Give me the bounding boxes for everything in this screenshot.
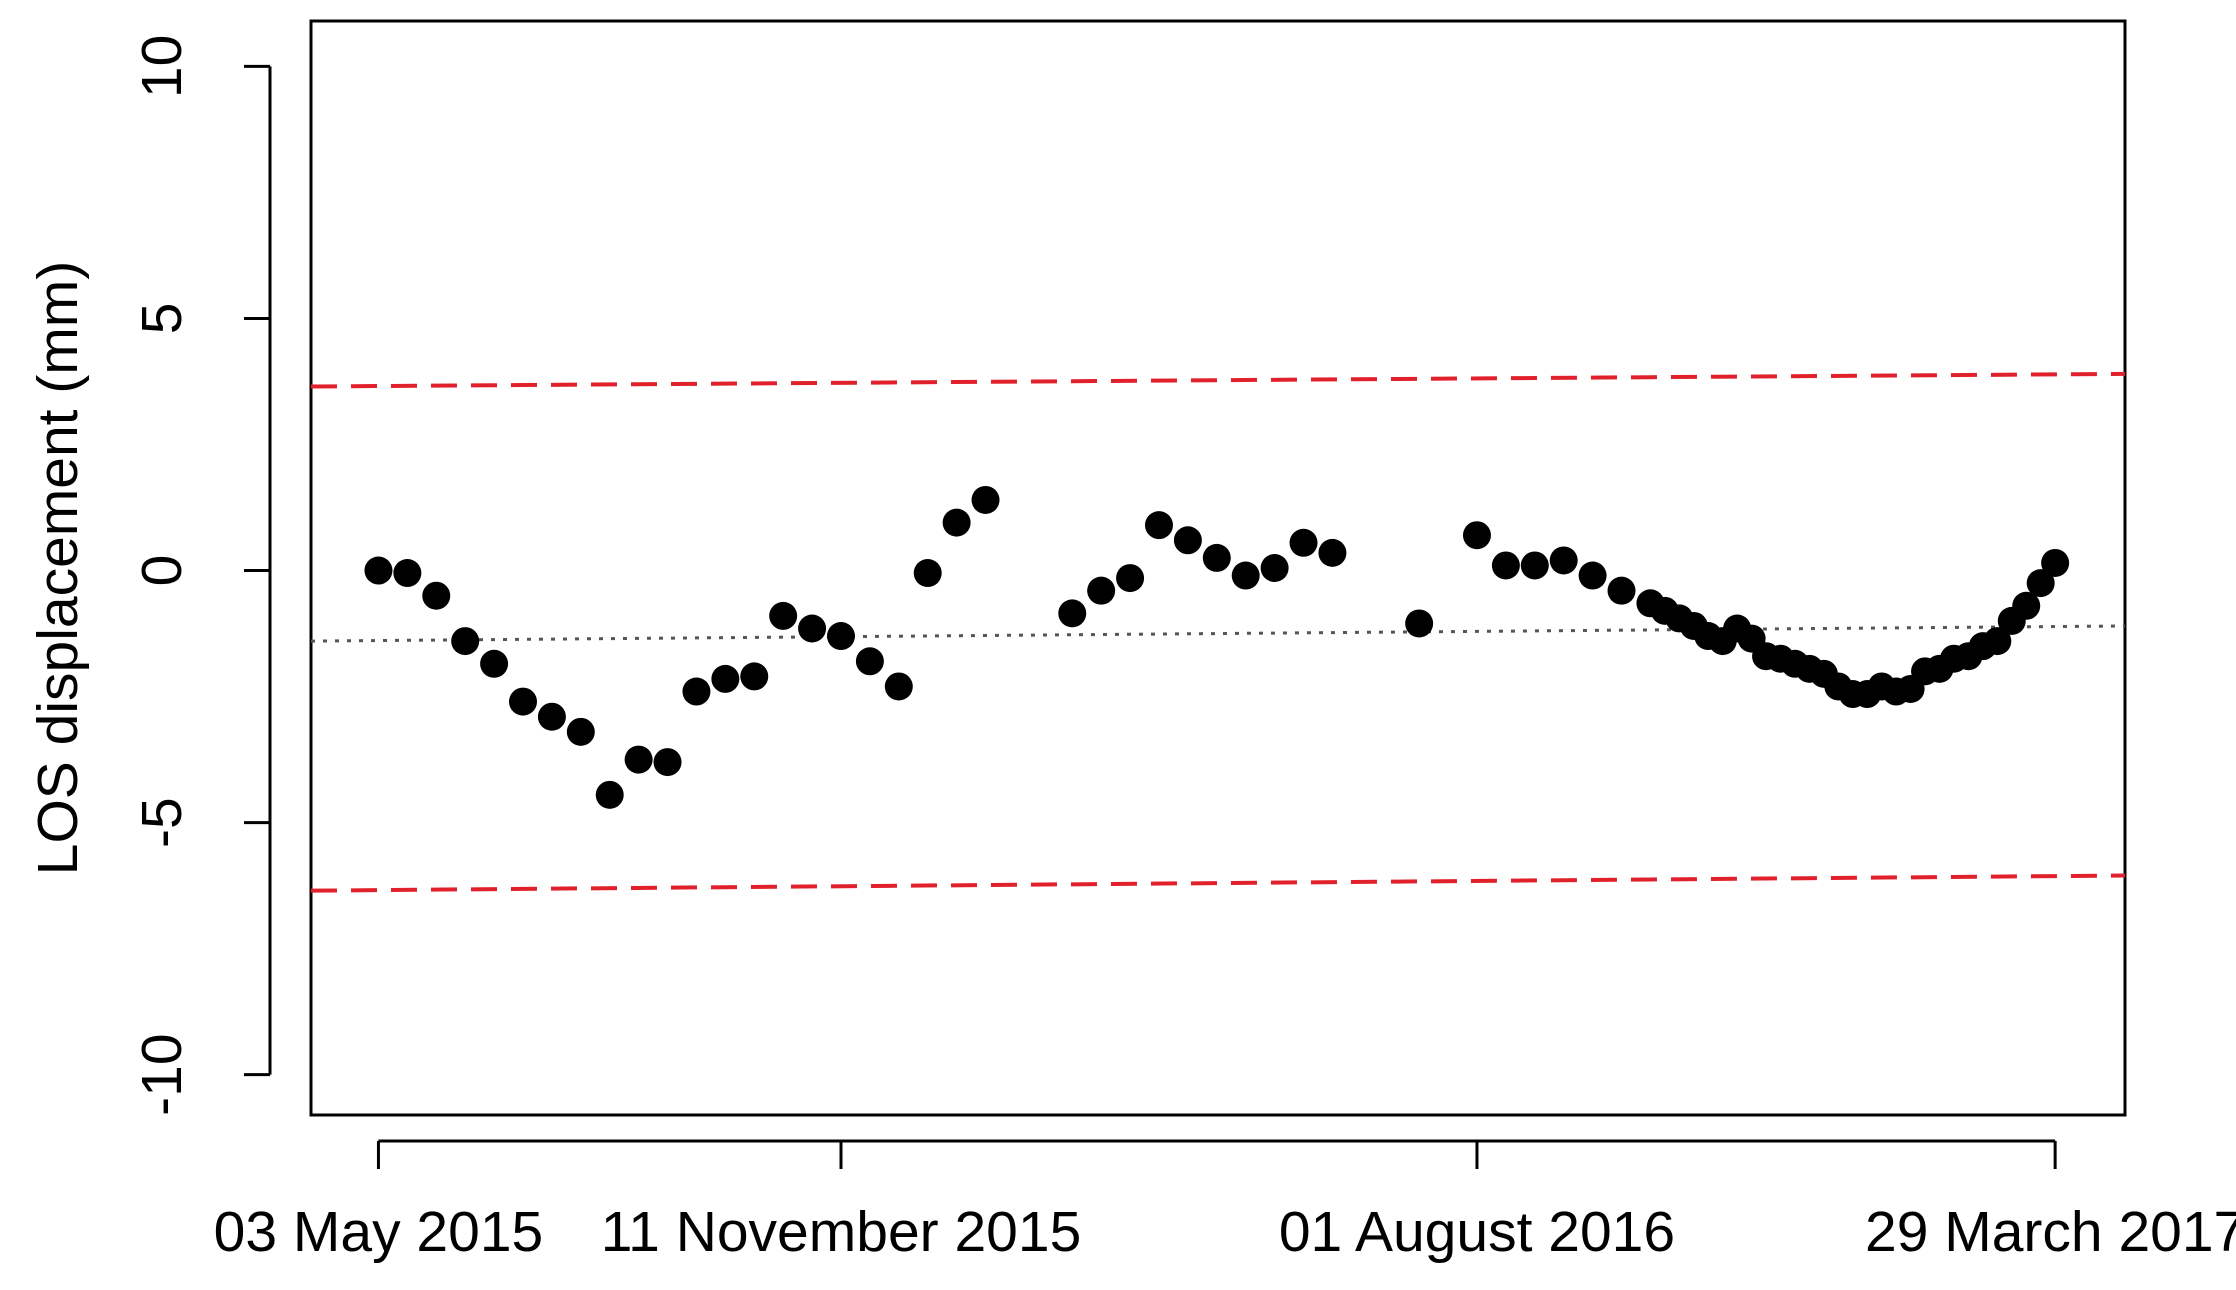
data-point [740,662,769,691]
data-point [537,702,566,731]
data-point [1462,521,1491,550]
data-point [682,677,711,706]
y-tick-label: 5 [130,303,194,335]
data-point [364,556,393,585]
y-tick-label: -10 [130,1033,194,1115]
data-point [1231,561,1260,590]
data-point [1607,576,1636,605]
data-point [566,717,595,746]
data-point [653,748,682,777]
x-tick-label: 03 May 2015 [214,1200,544,1264]
data-point [826,622,855,651]
data-point [1260,554,1289,582]
data-point [1202,543,1231,572]
data-point [2012,591,2041,620]
data-point [1058,599,1087,628]
reference-line [310,873,2126,893]
data-point [1549,546,1578,575]
data-point [480,649,509,678]
data-point [1087,576,1116,605]
data-point [1289,528,1318,557]
data-point [422,581,451,610]
data-point [451,627,480,656]
y-tick-label: 10 [130,35,194,98]
data-point [1173,526,1202,555]
reference-line [310,371,2126,389]
data-point [855,647,884,676]
data-point [1520,551,1549,580]
reference-line [310,624,2126,643]
data-point [1983,627,2012,656]
data-point [1116,564,1145,593]
data-point [1491,551,1520,580]
y-tick-label: -5 [130,797,194,848]
data-point [508,687,537,716]
x-tick-label: 11 November 2015 [601,1200,1082,1264]
data-point [595,780,624,809]
data-point [1578,561,1607,590]
y-tick-label: 0 [130,555,194,587]
data-point [1318,538,1347,567]
x-tick-label: 29 March 2017 [1865,1200,2236,1264]
data-point [769,601,798,630]
data-point [711,664,740,693]
data-point [624,745,653,774]
data-point [1405,609,1434,638]
data-point [1144,511,1173,540]
data-point [971,485,1000,514]
plot-frame [309,19,2127,1117]
y-axis-title: LOS displacement (mm) [26,261,90,876]
data-point [798,614,827,643]
data-point [913,559,942,588]
data-point [884,672,913,701]
x-tick-label: 01 August 2016 [1279,1200,1675,1264]
data-point [2026,569,2055,598]
data-point [2041,548,2070,577]
data-point [393,559,422,588]
data-point [942,508,971,537]
